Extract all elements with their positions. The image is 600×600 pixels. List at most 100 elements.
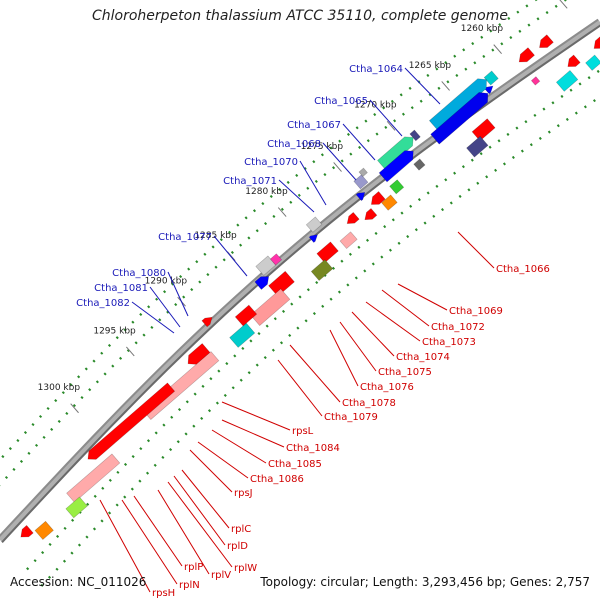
reverse-gene-9 [381,194,398,211]
guide-track-0 [0,0,538,462]
reverse-label-rplw-leader [167,481,233,568]
accession-text: Accession: NC_011026 [10,575,147,589]
reverse-label-ctha_1076: Ctha_1076 [360,382,414,393]
scale-tick-label: 1285 kbp [194,231,237,241]
reverse-label-rplv-leader [157,489,210,575]
forward-gene-7 [377,136,414,170]
reverse-label-ctha_1086: Ctha_1086 [250,474,304,485]
reverse-label-ctha_1078: Ctha_1078 [342,398,396,409]
reverse-label-rplp: rplP [184,562,203,573]
reverse-label-ctha_1084-leader [221,419,285,448]
scale-tick [70,403,79,414]
reverse-label-ctha_1072-leader [381,289,430,327]
scale-tick-label: 1295 kbp [93,326,136,336]
reverse-label-ctha_1085: Ctha_1085 [268,459,322,470]
forward-gene-8 [378,150,414,183]
reverse-label-rpsh: rpsH [152,588,175,599]
map-title: Chloroherpeton thalassium ATCC 35110, co… [92,8,508,24]
scale-tick [333,162,342,172]
guide-track-3 [39,95,600,588]
forward-label-ctha_1081: Ctha_1081 [94,283,148,294]
reverse-gene-18 [229,322,256,348]
reverse-label-rpln: rplN [179,580,200,591]
forward-label-ctha_1068-leader [322,142,357,181]
reverse-label-ctha_1079: Ctha_1079 [324,412,378,423]
reverse-label-ctha_1084: Ctha_1084 [286,443,340,454]
reverse-label-ctha_1075-leader [339,321,377,372]
forward-label-ctha_1080: Ctha_1080 [112,268,166,279]
reverse-gene-10 [370,191,386,205]
reverse-gene-6 [466,135,489,158]
reverse-label-ctha_1085-leader [211,429,267,464]
reverse-gene-21 [142,351,220,421]
forward-label-ctha_1068: Ctha_1068 [267,139,321,150]
scale-tick [559,0,568,9]
reverse-gene-16 [268,270,295,297]
reverse-gene-23 [66,453,121,503]
reverse-gene-15 [310,259,334,281]
reverse-label-ctha_1076-leader [329,329,359,387]
reverse-label-ctha_1069: Ctha_1069 [449,306,503,317]
forward-gene-6 [409,129,421,142]
scale-tick [277,207,287,217]
reverse-gene-20 [187,343,211,365]
forward-label-ctha_1081-leader [149,286,181,328]
reverse-label-rpsj: rpsJ [234,488,253,499]
reverse-label-ctha_1072: Ctha_1072 [431,322,485,333]
forward-label-ctha_1067-leader [342,123,376,161]
forward-label-ctha_1064: Ctha_1064 [349,64,403,75]
reverse-label-ctha_1074-leader [351,311,395,357]
scale-tick-label: 1275 kbp [301,142,344,152]
forward-label-ctha_1071-leader [278,179,315,213]
scale-tick [386,121,396,131]
forward-label-ctha_1070: Ctha_1070 [244,157,298,168]
reverse-gene-5 [471,118,496,142]
reverse-label-ctha_1075: Ctha_1075 [378,367,432,378]
forward-gene-13 [308,234,318,243]
reverse-gene-3 [555,70,579,92]
reverse-label-rplw: rplW [234,563,257,574]
reverse-label-rpsl: rpsL [292,426,314,437]
reverse-gene-26 [20,524,34,538]
reverse-gene-24 [65,496,88,519]
scale-tick-label: 1260 kbp [461,24,504,34]
reverse-gene-14 [316,241,339,264]
forward-label-ctha_1082: Ctha_1082 [76,298,130,309]
forward-gene-9 [353,174,369,190]
reverse-label-ctha_1078-leader [289,344,341,403]
forward-gene-2 [483,70,499,86]
reverse-gene-13 [339,231,358,249]
reverse-gene-0 [593,36,600,49]
forward-gene-17 [201,316,213,328]
reverse-label-ctha_1086-leader [197,441,249,479]
forward-gene-1 [518,47,535,63]
reverse-gene-12 [346,211,360,224]
reverse-gene-17 [250,288,291,327]
forward-gene-0 [539,34,554,48]
reverse-label-rpld-leader [173,475,226,546]
reverse-label-rplc: rplC [231,524,251,535]
reverse-label-rplv: rplV [211,570,231,581]
reverse-label-rpld: rplD [227,541,248,552]
forward-label-ctha_1065: Ctha_1065 [314,96,368,107]
forward-label-ctha_1071: Ctha_1071 [223,176,277,187]
reverse-gene-1 [585,54,600,71]
forward-gene-16 [269,253,283,266]
guide-track-2 [25,68,600,572]
forward-label-ctha_1077: Ctha_1077 [158,232,212,243]
reverse-label-ctha_1073: Ctha_1073 [422,337,476,348]
scale-tick [441,81,450,91]
reverse-label-rplp-leader [133,495,183,567]
forward-gene-5 [430,92,489,145]
reverse-label-ctha_1079-leader [277,359,323,417]
gene-labels: Ctha_1064 Ctha_1065 Ctha_1067 Ctha_1068 Ctha… [76,64,550,599]
reverse-label-ctha_1069-leader [397,283,448,311]
backbone-line-inner [1,24,600,543]
reverse-label-rplc-leader [181,469,230,529]
scale-tick-label: 1290 kbp [145,277,188,287]
reverse-label-rpsj-leader [189,449,233,493]
forward-label-ctha_1065-leader [369,99,403,137]
forward-label-ctha_1082-leader [131,301,175,334]
